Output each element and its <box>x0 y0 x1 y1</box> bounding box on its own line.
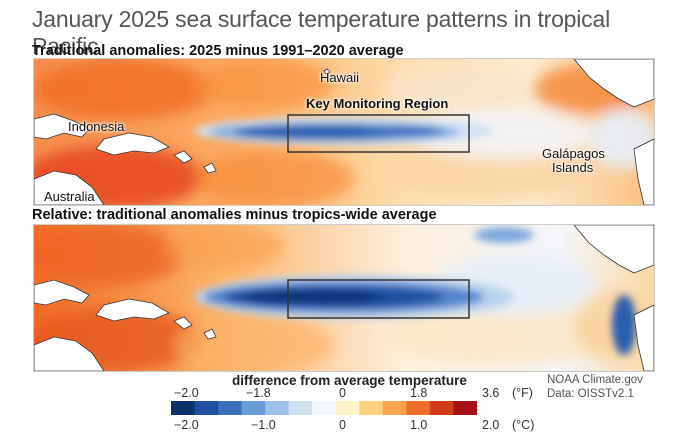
c-tick-4: 2.0 <box>482 418 500 432</box>
c-tick-3: 1.0 <box>410 418 428 432</box>
credit-source: NOAA Climate.gov <box>547 374 643 386</box>
color-bar-swatch <box>406 401 431 415</box>
map-panel-relative <box>33 224 655 372</box>
color-bar <box>171 401 477 415</box>
color-bar-swatch <box>194 401 219 415</box>
c-tick-1: −1.0 <box>251 418 276 432</box>
color-bar-swatch <box>218 401 243 415</box>
label-hawaii: Hawaii <box>320 70 360 85</box>
color-bar-swatch <box>359 401 384 415</box>
label-galapagos-line2: Islands <box>552 160 594 175</box>
color-bar-swatch <box>265 401 290 415</box>
key-monitoring-box-relative <box>287 279 470 319</box>
legend-title: difference from average temperature <box>232 373 467 388</box>
color-bar-swatch <box>382 401 407 415</box>
panel1-subtitle: Traditional anomalies: 2025 minus 1991–2… <box>32 43 404 59</box>
c-unit: (°C) <box>512 418 535 432</box>
f-tick-3: 1.8 <box>410 386 428 400</box>
label-indonesia: Indonesia <box>68 119 125 134</box>
map-panel-traditional <box>33 58 655 206</box>
color-bar-swatch <box>312 401 337 415</box>
sst-map-traditional <box>34 59 654 205</box>
sst-map-relative <box>34 225 654 371</box>
f-unit: (°F) <box>512 386 533 400</box>
label-galapagos-line1: Galápagos <box>542 146 605 161</box>
panel2-subtitle: Relative: traditional anomalies minus tr… <box>32 207 437 223</box>
color-bar-swatch <box>453 401 477 415</box>
f-tick-4: 3.6 <box>482 386 500 400</box>
c-tick-0: −2.0 <box>174 418 199 432</box>
label-australia: Australia <box>44 189 95 204</box>
c-tick-2: 0 <box>339 418 346 432</box>
color-bar-swatch <box>288 401 313 415</box>
color-bar-swatch <box>335 401 360 415</box>
credit-data: Data: OISSTv2.1 <box>547 388 634 400</box>
f-tick-1: −1.8 <box>246 386 271 400</box>
f-tick-2: 0 <box>339 386 346 400</box>
color-bar-swatch <box>241 401 266 415</box>
f-tick-0: −2.0 <box>174 386 199 400</box>
color-bar-swatch <box>429 401 454 415</box>
page-title: January 2025 sea surface temperature pat… <box>32 6 610 59</box>
color-bar-swatch <box>171 401 196 415</box>
key-monitoring-box <box>287 114 470 153</box>
label-key-monitoring-region: Key Monitoring Region <box>306 96 449 111</box>
